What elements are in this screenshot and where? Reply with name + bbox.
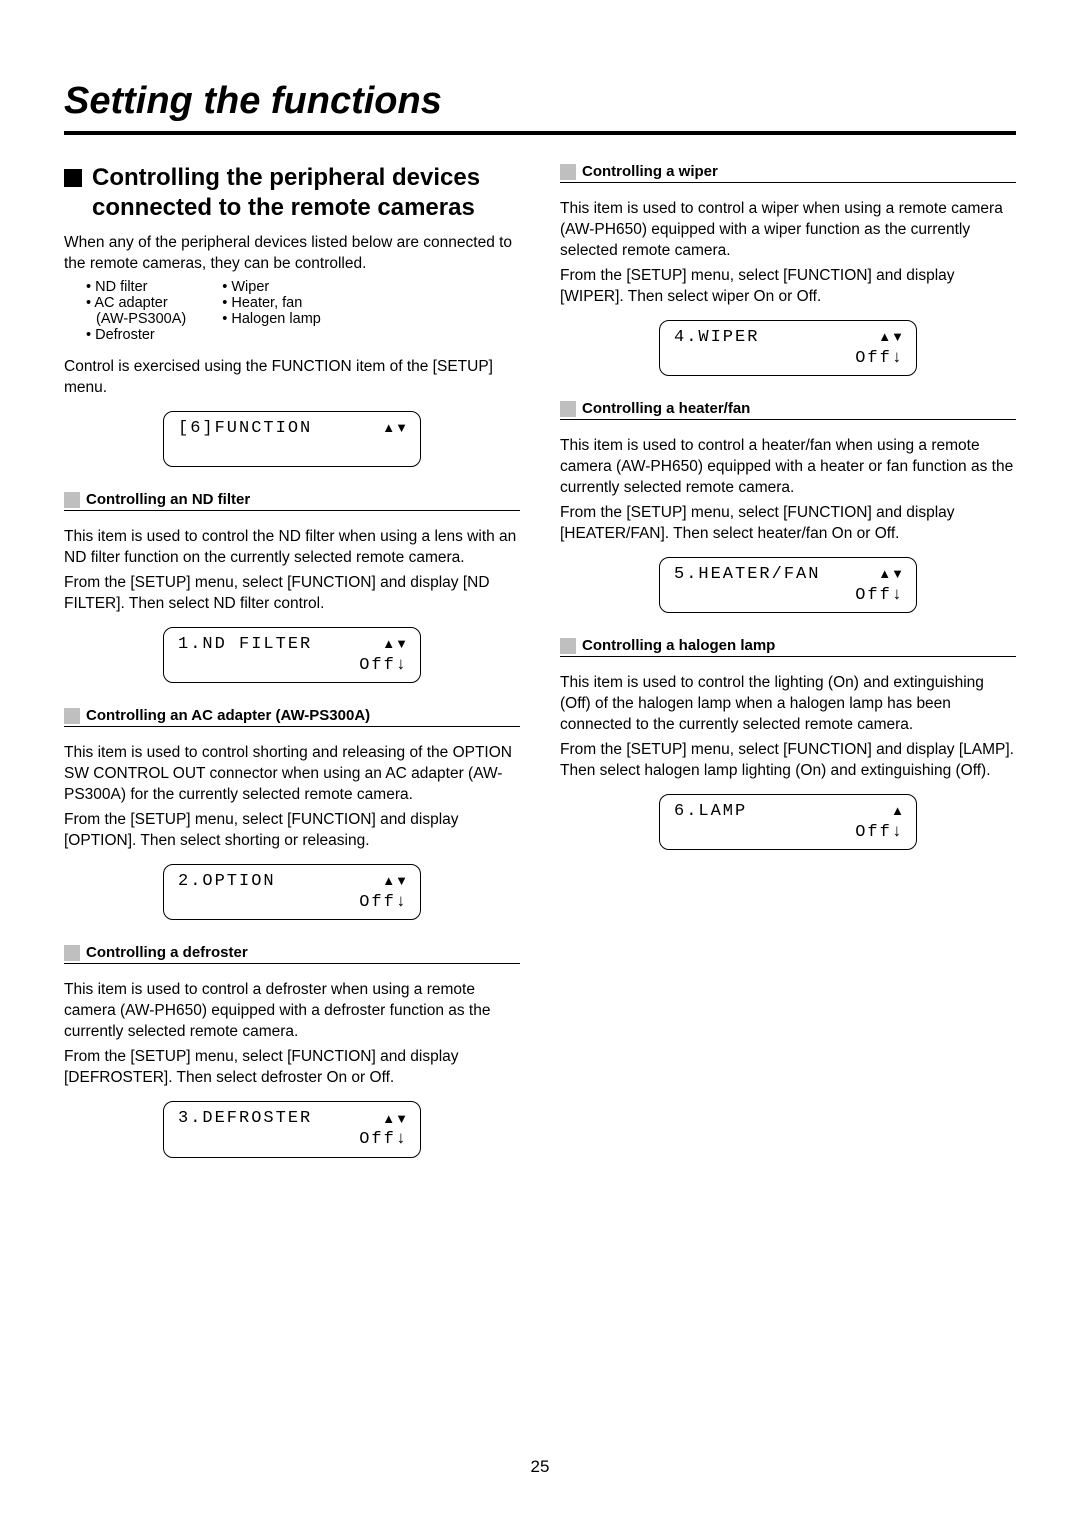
gray-box-icon [560,164,576,180]
up-arrow-icon: ▲ [891,803,904,819]
lcd-line: 4.WIPER [674,327,759,348]
lcd-display: 6.LAMP ▲ Off↓ [659,794,917,851]
down-arrow-icon: ↓ [892,823,904,842]
updown-arrow-icon: ▲▼ [878,566,904,582]
list-item-sub: (AW-PS300A) [86,311,186,327]
page-number: 25 [0,1457,1080,1477]
lcd-line: 5.HEATER/FAN [674,564,820,585]
gray-box-icon [560,638,576,654]
lcd-value: Off [855,823,892,842]
sub-heading-label: Controlling a heater/fan [582,400,750,419]
body-text: From the [SETUP] menu, select [FUNCTION]… [64,1047,520,1089]
section-body: This item is used to control a defroster… [64,980,520,1089]
body-text: This item is used to control the ND filt… [64,527,520,569]
body-text: This item is used to control shorting an… [64,743,520,806]
down-arrow-icon: ↓ [892,349,904,368]
list-item: AC adapter [86,295,186,311]
section-body: This item is used to control a heater/fa… [560,436,1016,545]
columns: Controlling the peripheral devices conne… [64,163,1016,1166]
updown-arrow-icon: ▲▼ [878,329,904,345]
lcd-display: 3.DEFROSTER ▲▼ Off↓ [163,1101,421,1158]
sub-heading: Controlling an AC adapter (AW-PS300A) [64,707,520,727]
body-text: This item is used to control a defroster… [64,980,520,1043]
body-text: From the [SETUP] menu, select [FUNCTION]… [64,573,520,615]
sub-heading: Controlling an ND filter [64,491,520,511]
section-body: This item is used to control the ND filt… [64,527,520,615]
sub-heading: Controlling a wiper [560,163,1016,183]
sub-heading: Controlling a heater/fan [560,400,1016,420]
lcd-display: 1.ND FILTER ▲▼ Off↓ [163,627,421,684]
lcd-value: Off [855,349,892,368]
lcd-line: 6.LAMP [674,801,747,822]
lcd-line: 1.ND FILTER [178,634,312,655]
intro-text: When any of the peripheral devices liste… [64,233,520,275]
gray-box-icon [560,401,576,417]
device-list-col1: ND filter AC adapter (AW-PS300A) Defrost… [86,279,186,343]
list-item: Defroster [86,327,186,343]
lcd-value: Off [855,586,892,605]
updown-arrow-icon: ▲▼ [382,873,408,889]
down-arrow-icon: ↓ [892,586,904,605]
body-text: This item is used to control a wiper whe… [560,199,1016,262]
lcd-line: 3.DEFROSTER [178,1108,312,1129]
lcd-value: Off [359,893,396,912]
lcd-display: 2.OPTION ▲▼ Off↓ [163,864,421,921]
section-heading: Controlling the peripheral devices conne… [64,163,520,223]
updown-arrow-icon: ▲▼ [382,420,408,436]
section-title: Controlling the peripheral devices conne… [92,163,520,223]
gray-box-icon [64,492,80,508]
sub-heading-label: Controlling a wiper [582,163,718,182]
right-column: Controlling a wiper This item is used to… [560,163,1016,1166]
down-arrow-icon: ↓ [396,1130,408,1149]
updown-arrow-icon: ▲▼ [382,1111,408,1127]
device-list-col2: Wiper Heater, fan Halogen lamp [222,279,321,343]
lcd-value: Off [359,1130,396,1149]
sub-heading-label: Controlling a defroster [86,944,248,963]
list-item: Wiper [222,279,321,295]
lcd-display: 5.HEATER/FAN ▲▼ Off↓ [659,557,917,614]
down-arrow-icon: ↓ [396,656,408,675]
body-text: This item is used to control the lightin… [560,673,1016,736]
control-note: Control is exercised using the FUNCTION … [64,357,520,399]
sub-heading-label: Controlling a halogen lamp [582,637,775,656]
page: Setting the functions Controlling the pe… [0,0,1080,1206]
list-item: Halogen lamp [222,311,321,327]
gray-box-icon [64,708,80,724]
section-body: This item is used to control a wiper whe… [560,199,1016,308]
sub-heading-label: Controlling an ND filter [86,491,250,510]
body-text: From the [SETUP] menu, select [FUNCTION]… [560,503,1016,545]
square-bullet-icon [64,169,82,187]
body-text: From the [SETUP] menu, select [FUNCTION]… [64,810,520,852]
lcd-display: 4.WIPER ▲▼ Off↓ [659,320,917,377]
body-text: From the [SETUP] menu, select [FUNCTION]… [560,266,1016,308]
section-body: This item is used to control shorting an… [64,743,520,852]
list-item: ND filter [86,279,186,295]
body-text: From the [SETUP] menu, select [FUNCTION]… [560,740,1016,782]
title-divider: Setting the functions [64,80,1016,135]
lcd-value: Off [359,656,396,675]
left-column: Controlling the peripheral devices conne… [64,163,520,1166]
lcd-line: 2.OPTION [178,871,276,892]
list-item: Heater, fan [222,295,321,311]
section-body: This item is used to control the lightin… [560,673,1016,782]
body-text: This item is used to control a heater/fa… [560,436,1016,499]
sub-heading: Controlling a halogen lamp [560,637,1016,657]
sub-heading: Controlling a defroster [64,944,520,964]
page-title: Setting the functions [64,80,1016,131]
lcd-function: [6]FUNCTION ▲▼ [163,411,421,468]
gray-box-icon [64,945,80,961]
updown-arrow-icon: ▲▼ [382,636,408,652]
down-arrow-icon: ↓ [396,893,408,912]
device-list: ND filter AC adapter (AW-PS300A) Defrost… [64,279,520,343]
sub-heading-label: Controlling an AC adapter (AW-PS300A) [86,707,370,726]
lcd-line: [6]FUNCTION [178,418,312,439]
